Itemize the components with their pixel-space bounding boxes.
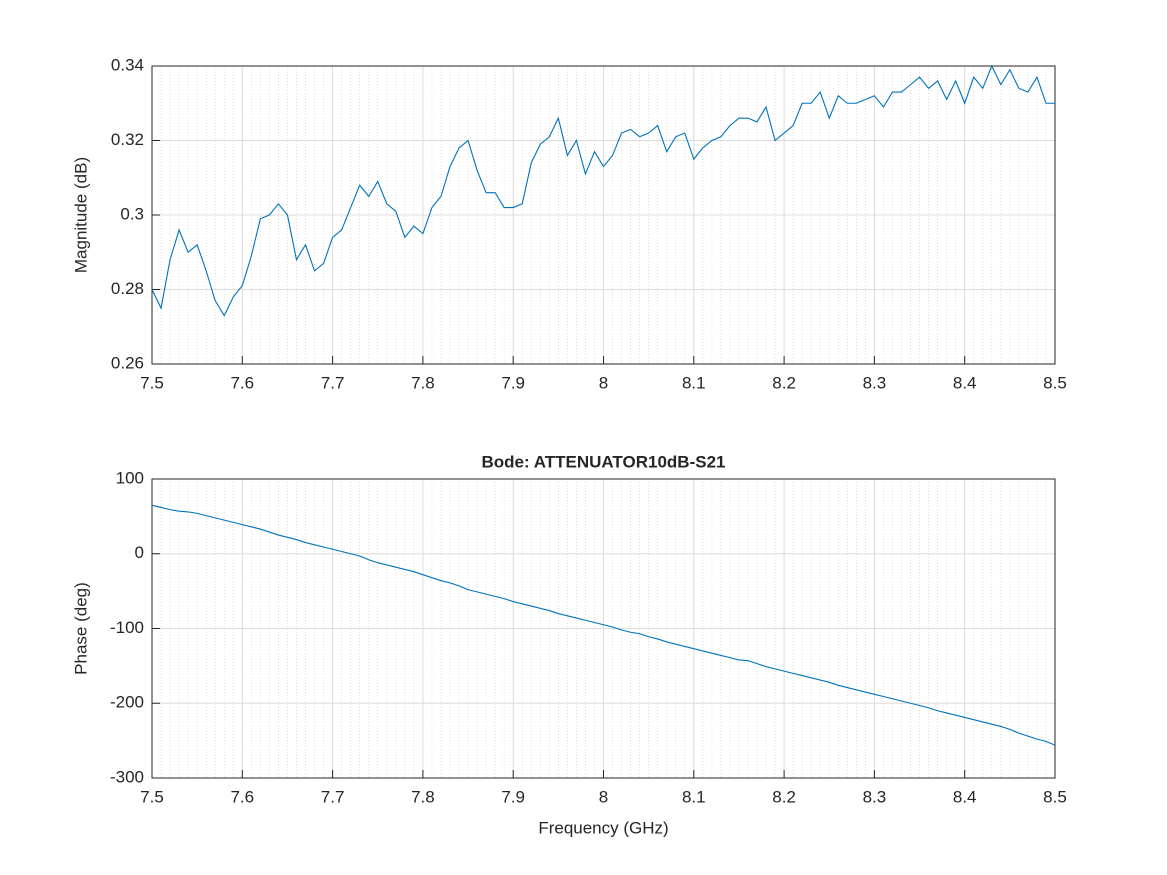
x-tick-label: 7.5 [140,787,164,806]
x-tick-label: 8.2 [772,373,796,392]
x-tick-label: 7.7 [321,373,345,392]
axes-box [151,478,1056,779]
x-tick-label: 7.8 [411,373,435,392]
x-tick-label: 7.5 [140,373,164,392]
x-axis-label: Frequency (GHz) [538,818,668,837]
x-tick-label: 8.2 [772,787,796,806]
y-tick-label: -200 [110,693,144,712]
y-tick-label: 0.34 [111,55,144,74]
y-tick-label: 0.28 [111,279,144,298]
data-line [151,64,1055,317]
x-tick-label: 8.5 [1043,787,1067,806]
y-tick-label: 0 [135,543,144,562]
y-tick-label: -300 [110,767,144,786]
x-tick-label: 8.1 [682,373,706,392]
y-tick-label: 0.3 [120,204,144,223]
y-axis-label: Phase (deg) [71,582,90,675]
x-tick-label: 7.9 [501,787,525,806]
y-tick-label: 0.26 [111,353,144,372]
x-tick-label: 8.4 [953,373,977,392]
y-axis-label: Magnitude (dB) [71,157,90,273]
x-tick-label: 7.9 [501,373,525,392]
x-tick-label: 8.5 [1043,373,1067,392]
x-tick-label: 8 [599,373,608,392]
x-tick-label: 8 [599,787,608,806]
x-tick-label: 7.6 [230,373,254,392]
x-tick-label: 7.6 [230,787,254,806]
data-line [151,504,1056,746]
x-tick-label: 8.3 [863,373,887,392]
y-tick-label: 100 [116,468,144,487]
x-tick-label: 8.4 [953,787,977,806]
x-tick-label: 7.7 [321,787,345,806]
x-tick-label: 8.1 [682,787,706,806]
y-tick-label: 0.32 [111,130,144,149]
axes-box [151,65,1056,365]
chart-title: Bode: ATTENUATOR10dB-S21 [481,452,725,471]
x-tick-label: 8.3 [863,787,887,806]
x-tick-label: 7.8 [411,787,435,806]
y-tick-label: -100 [110,618,144,637]
